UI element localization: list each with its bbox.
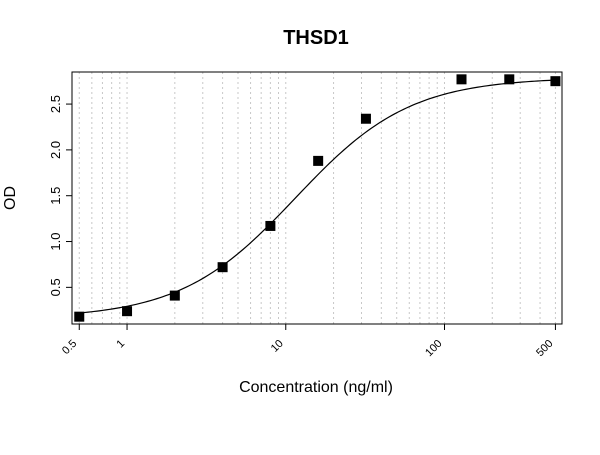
y-tick-label: 1.0 xyxy=(48,232,63,250)
y-tick-label: 0.5 xyxy=(48,278,63,296)
data-point xyxy=(217,262,228,273)
y-tick-label: 2.5 xyxy=(48,95,63,113)
y-tick-label: 1.5 xyxy=(48,187,63,205)
data-point xyxy=(550,76,561,87)
y-axis: 0.5 1.0 1.5 2.0 2.5 xyxy=(48,95,72,296)
x-tick-label: 1 xyxy=(114,338,127,351)
x-axis: 0.5 1 10 100 500 xyxy=(60,324,556,359)
chart-title: THSD1 xyxy=(283,27,349,49)
x-axis-label: Concentration (ng/ml) xyxy=(239,379,393,396)
data-point xyxy=(504,74,515,85)
data-point xyxy=(360,113,371,124)
data-points xyxy=(74,74,561,322)
plot-frame xyxy=(71,71,563,325)
fit-curve-group xyxy=(79,79,556,314)
fit-curve xyxy=(79,79,556,314)
data-point xyxy=(169,290,180,301)
data-point xyxy=(313,155,324,166)
y-axis-label: OD xyxy=(2,186,19,210)
data-point xyxy=(74,311,85,322)
data-point xyxy=(122,306,133,317)
data-point xyxy=(265,220,276,231)
x-tick-label: 0.5 xyxy=(60,338,79,357)
x-tick-label: 10 xyxy=(269,338,286,355)
grid xyxy=(78,72,556,324)
data-point xyxy=(456,74,467,85)
x-tick-label: 100 xyxy=(423,338,444,359)
y-tick-label: 2.0 xyxy=(48,141,63,159)
x-tick-label: 500 xyxy=(534,338,555,359)
